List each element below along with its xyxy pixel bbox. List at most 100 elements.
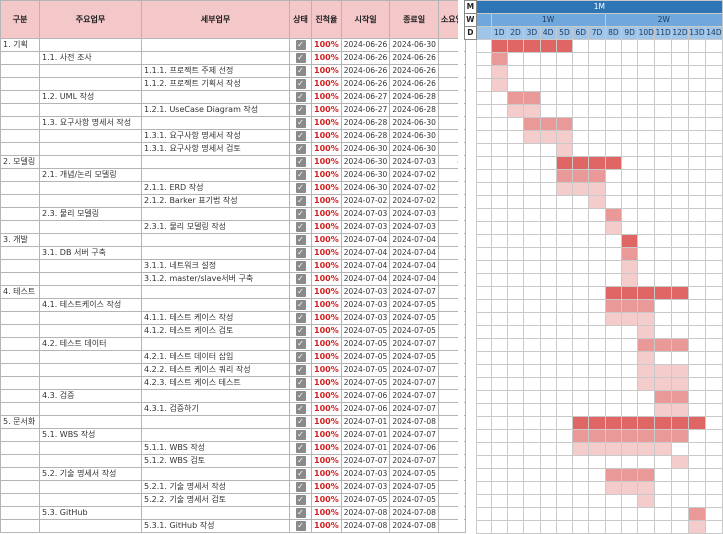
gantt-cell[interactable] <box>539 442 557 456</box>
cell-category[interactable] <box>0 519 40 533</box>
gantt-cell[interactable] <box>475 65 492 79</box>
gantt-cell[interactable] <box>671 312 689 326</box>
gantt-bar-cell[interactable] <box>604 442 622 456</box>
cell-end-date[interactable]: 2024-07-03 <box>389 207 439 221</box>
cell-progress[interactable]: 100% <box>311 402 342 416</box>
cell-progress[interactable]: 100% <box>311 168 342 182</box>
gantt-cell[interactable] <box>604 143 622 157</box>
checkbox-checked-icon[interactable]: ✓ <box>295 390 306 401</box>
gantt-cell[interactable] <box>490 130 508 144</box>
gantt-cell[interactable] <box>654 468 673 482</box>
cell-main-task[interactable]: 4.2. 테스트 데이터 <box>39 337 142 351</box>
cell-category[interactable] <box>0 103 40 117</box>
cell-category[interactable]: 2. 모델링 <box>0 155 40 169</box>
cell-status[interactable]: ✓ <box>289 324 312 338</box>
gantt-cell[interactable] <box>523 312 541 326</box>
gantt-cell[interactable] <box>523 364 541 378</box>
gantt-cell[interactable] <box>637 143 656 157</box>
gantt-cell[interactable] <box>523 208 541 222</box>
gantt-bar-cell[interactable] <box>688 520 706 534</box>
cell-end-date[interactable]: 2024-06-26 <box>389 77 439 91</box>
cell-end-date[interactable]: 2024-06-26 <box>389 51 439 65</box>
cell-progress[interactable]: 100% <box>311 220 342 234</box>
gantt-cell[interactable] <box>539 481 557 495</box>
gantt-cell[interactable] <box>490 169 508 183</box>
table-row[interactable]: 2.1. 개념/논리 모델링 ✓ 100% 2024-06-30 2024-07-02 <box>0 168 467 182</box>
gantt-cell[interactable] <box>637 52 656 66</box>
cell-start-date[interactable]: 2024-07-04 <box>340 233 391 247</box>
gantt-cell[interactable] <box>688 195 706 209</box>
gantt-cell[interactable] <box>555 390 574 404</box>
gantt-cell[interactable] <box>490 104 508 118</box>
gantt-cell[interactable] <box>637 247 656 261</box>
cell-start-date[interactable]: 2024-07-07 <box>340 454 391 468</box>
cell-progress[interactable]: 100% <box>311 441 342 455</box>
gantt-cell[interactable] <box>588 208 606 222</box>
gantt-cell[interactable] <box>490 247 508 261</box>
gantt-month-header[interactable]: 1M <box>475 0 723 14</box>
cell-main-task[interactable] <box>39 376 142 390</box>
gantt-cell[interactable] <box>523 78 541 92</box>
gantt-cell[interactable] <box>523 260 541 274</box>
checkbox-checked-icon[interactable]: ✓ <box>295 429 306 440</box>
cell-end-date[interactable]: 2024-07-05 <box>389 350 439 364</box>
gantt-cell[interactable] <box>555 52 574 66</box>
gantt-cell[interactable] <box>620 169 639 183</box>
gantt-cell[interactable] <box>688 247 706 261</box>
gantt-cell[interactable] <box>588 91 606 105</box>
checkbox-checked-icon[interactable]: ✓ <box>295 351 306 362</box>
gantt-cell[interactable] <box>539 403 557 417</box>
cell-subtask[interactable]: 5.1.2. WBS 검토 <box>141 454 290 468</box>
checkbox-checked-icon[interactable]: ✓ <box>295 78 306 89</box>
gantt-bar-cell[interactable] <box>604 468 622 482</box>
gantt-cell[interactable] <box>688 182 706 196</box>
gantt-day-header[interactable]: 13D <box>688 26 706 40</box>
gantt-cell[interactable] <box>604 273 622 287</box>
cell-end-date[interactable]: 2024-07-04 <box>389 259 439 273</box>
gantt-cell[interactable] <box>588 364 606 378</box>
cell-subtask[interactable] <box>141 428 290 442</box>
gantt-cell[interactable] <box>539 247 557 261</box>
cell-status[interactable]: ✓ <box>289 506 312 520</box>
gantt-cell[interactable] <box>688 234 706 248</box>
gantt-bar-cell[interactable] <box>671 286 689 300</box>
gantt-bar-cell[interactable] <box>539 39 557 53</box>
gantt-cell[interactable] <box>637 78 656 92</box>
cell-status[interactable]: ✓ <box>289 51 312 65</box>
gantt-cell[interactable] <box>506 338 525 352</box>
table-row[interactable]: 1.1.2. 프로젝트 기획서 작성 ✓ 100% 2024-06-26 2024-06… <box>0 77 467 91</box>
gantt-cell[interactable] <box>654 481 673 495</box>
checkbox-checked-icon[interactable]: ✓ <box>295 455 306 466</box>
cell-status[interactable]: ✓ <box>289 207 312 221</box>
gantt-cell[interactable] <box>539 52 557 66</box>
gantt-cell[interactable] <box>506 325 525 339</box>
gantt-cell[interactable] <box>588 455 606 469</box>
cell-start-date[interactable]: 2024-07-05 <box>340 337 391 351</box>
cell-category[interactable] <box>0 181 40 195</box>
checkbox-checked-icon[interactable]: ✓ <box>295 234 306 245</box>
cell-subtask[interactable]: 4.3.1. 검증하기 <box>141 402 290 416</box>
cell-subtask[interactable]: 4.2.2. 테스트 케이스 쿼리 작성 <box>141 363 290 377</box>
gantt-cell[interactable] <box>688 351 706 365</box>
gantt-cell[interactable] <box>539 221 557 235</box>
gantt-cell[interactable] <box>671 520 689 534</box>
gantt-cell[interactable] <box>604 104 622 118</box>
gantt-cell[interactable] <box>506 494 525 508</box>
gantt-cell[interactable] <box>588 299 606 313</box>
gantt-cell[interactable] <box>539 104 557 118</box>
gantt-cell[interactable] <box>604 39 622 53</box>
gantt-cell[interactable] <box>555 364 574 378</box>
gantt-cell[interactable] <box>523 520 541 534</box>
gantt-bar-cell[interactable] <box>588 195 606 209</box>
cell-end-date[interactable]: 2024-07-05 <box>389 298 439 312</box>
gantt-cell[interactable] <box>475 169 492 183</box>
gantt-cell[interactable] <box>475 442 492 456</box>
gantt-cell[interactable] <box>620 208 639 222</box>
cell-main-task[interactable] <box>39 311 142 325</box>
gantt-bar-cell[interactable] <box>637 351 656 365</box>
gantt-cell[interactable] <box>490 403 508 417</box>
gantt-cell[interactable] <box>475 351 492 365</box>
gantt-cell[interactable] <box>539 494 557 508</box>
